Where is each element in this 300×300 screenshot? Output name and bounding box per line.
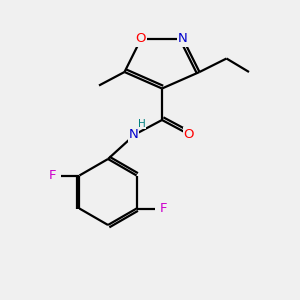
Text: F: F [49,169,56,182]
Text: O: O [136,32,146,46]
Text: O: O [184,128,194,141]
Text: N: N [128,128,138,141]
Text: N: N [178,32,188,46]
Text: H: H [138,119,146,129]
Text: F: F [160,202,167,215]
